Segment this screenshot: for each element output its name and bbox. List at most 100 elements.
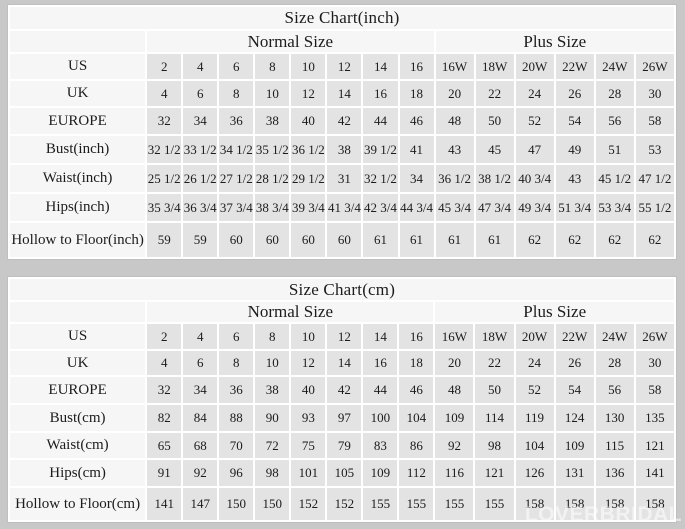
size-cell: 10 [253,349,292,377]
size-cell: 84 [181,403,220,433]
size-cell: 34 1/2 [217,134,256,165]
size-cell: 4 [145,79,184,108]
size-cell: 38 3/4 [253,192,292,223]
column-group-row: Normal Size Plus Size [7,300,676,324]
size-cell: 42 [325,375,364,405]
size-cell: 96 [217,458,256,488]
table-row: Hips(inch) 35 3/4 36 3/4 37 3/4 38 3/4 39 3/4… [7,192,677,223]
size-cell: 16 [397,52,436,81]
size-cell: 62 [593,221,636,259]
row-label: Bust(cm) [7,403,148,433]
size-cell: 54 [553,375,596,405]
table-row: Waist(cm) 65 68 70 72 75 79 83 86 92 98 104 109 115 12… [7,431,677,460]
size-cell: 141 [633,458,677,488]
size-cell: 37 3/4 [217,192,256,223]
size-cell: 92 [433,431,476,460]
row-label: Bust(inch) [7,134,148,165]
size-cell: 130 [593,403,636,433]
size-cell: 53 [633,134,677,165]
table-row: Bust(cm) 82 84 88 90 93 97 100 104 109 114 119 124 13… [7,403,677,433]
table-row: US 2 4 6 8 10 12 14 16 16W 18W 20W 22W 24W 26W [7,322,677,351]
size-cell: 97 [325,403,364,433]
size-cell: 100 [361,403,400,433]
row-label: US [7,52,148,81]
size-cell: 46 [397,106,436,136]
size-cell: 39 1/2 [361,134,400,165]
column-group-header: Normal Size [145,300,436,324]
size-cell: 60 [217,221,256,259]
size-cell: 51 [593,134,636,165]
size-cell: 41 [397,134,436,165]
size-cell: 32 1/2 [361,163,400,194]
size-cell: 4 [181,322,220,351]
size-cell: 47 3/4 [473,192,516,223]
size-cell: 56 [593,375,636,405]
size-cell: 2 [145,52,184,81]
size-cell: 90 [253,403,292,433]
size-cell: 152 [325,486,364,522]
size-cell: 39 3/4 [289,192,328,223]
size-cell: 88 [217,403,256,433]
size-cell: 30 [633,349,677,377]
column-group-row: Normal Size Plus Size [7,29,677,54]
size-cell: 20 [433,79,476,108]
size-cell: 26 [553,79,596,108]
size-cell: 131 [553,458,596,488]
size-cell: 155 [361,486,400,522]
row-label: Hips(cm) [7,458,148,488]
size-cell: 28 1/2 [253,163,292,194]
row-label: UK [7,349,148,377]
size-cell: 62 [633,221,677,259]
size-cell: 34 [181,106,220,136]
row-label: EUROPE [7,106,148,136]
size-cell: 10 [289,322,328,351]
size-cell: 56 [593,106,636,136]
size-cell: 42 [325,106,364,136]
size-cell: 20W [513,322,556,351]
size-cell: 10 [253,79,292,108]
size-cell: 12 [325,52,364,81]
size-cell: 16W [433,322,476,351]
table-row: Hollow to Floor(cm) 141 147 150 150 152 152 155… [7,486,677,522]
size-cell: 6 [181,79,220,108]
size-cell: 36 1/2 [289,134,328,165]
size-cell: 109 [553,431,596,460]
size-cell: 25 1/2 [145,163,184,194]
size-cell: 52 [513,106,556,136]
size-cell: 40 [289,106,328,136]
corner-cell [7,300,148,324]
size-cell: 44 [361,375,400,405]
size-cell: 93 [289,403,328,433]
size-cell: 38 [325,134,364,165]
size-cell: 152 [289,486,328,522]
chart-title: Size Chart(inch) [8,5,676,31]
size-cell: 75 [289,431,328,460]
size-cell: 22 [473,79,516,108]
row-label: Waist(cm) [7,431,148,460]
size-cell: 32 1/2 [145,134,184,165]
row-label: EUROPE [7,375,148,405]
size-cell: 150 [253,486,292,522]
size-cell: 136 [593,458,636,488]
size-cell: 8 [217,79,256,108]
size-chart-cm-section: Size Chart(cm) Normal Size Plus Size US 2 4 6 8… [7,276,677,523]
size-chart-inch-table: Size Chart(inch) Normal Size Plus Size US 2 4… [7,4,677,260]
size-cell: 18W [473,52,516,81]
size-cell: 53 3/4 [593,192,636,223]
size-cell: 79 [325,431,364,460]
size-cell: 35 1/2 [253,134,292,165]
size-cell: 16 [361,349,400,377]
size-cell: 45 1/2 [593,163,636,194]
size-cell: 150 [217,486,256,522]
table-row: UK 4 6 8 10 12 14 16 18 20 22 24 26 28 30 [7,79,677,108]
size-cell: 68 [181,431,220,460]
size-cell: 62 [513,221,556,259]
size-cell: 14 [325,349,364,377]
size-cell: 41 3/4 [325,192,364,223]
size-cell: 16 [397,322,436,351]
size-cell: 4 [145,349,184,377]
size-cell: 98 [473,431,516,460]
size-cell: 36 [217,106,256,136]
chart-title: Size Chart(cm) [8,277,676,302]
size-cell: 38 1/2 [473,163,516,194]
